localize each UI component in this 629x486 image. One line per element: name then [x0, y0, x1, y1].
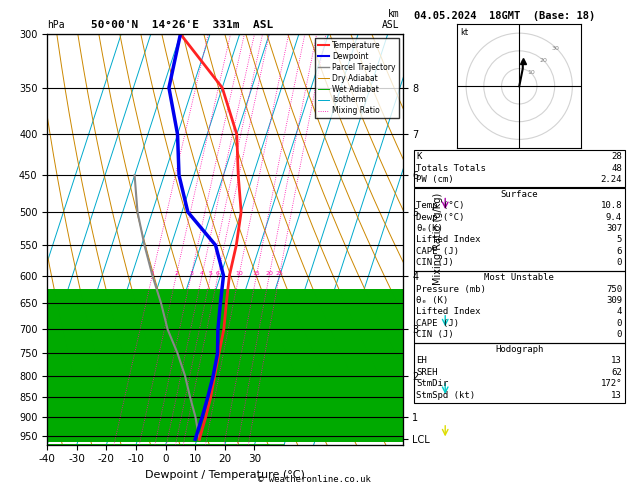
Text: © weatheronline.co.uk: © weatheronline.co.uk	[258, 474, 371, 484]
Text: 4: 4	[616, 307, 622, 316]
Text: EH: EH	[416, 357, 427, 365]
Text: PW (cm): PW (cm)	[416, 175, 454, 184]
Text: 15: 15	[253, 271, 260, 276]
Text: CIN (J): CIN (J)	[416, 330, 454, 339]
Text: kt: kt	[460, 28, 468, 37]
Text: 5: 5	[209, 271, 213, 276]
Text: θₑ (K): θₑ (K)	[416, 296, 448, 305]
Text: 0: 0	[616, 330, 622, 339]
Text: 2: 2	[174, 271, 178, 276]
Text: SREH: SREH	[416, 368, 438, 377]
Text: 6: 6	[616, 247, 622, 256]
Text: CAPE (J): CAPE (J)	[416, 247, 459, 256]
Text: Surface: Surface	[501, 190, 538, 199]
Text: 309: 309	[606, 296, 622, 305]
Text: 5: 5	[616, 235, 622, 244]
Text: Totals Totals: Totals Totals	[416, 163, 486, 173]
Text: 62: 62	[611, 368, 622, 377]
Text: 6: 6	[216, 271, 220, 276]
Text: 0: 0	[616, 319, 622, 328]
Text: 10: 10	[527, 70, 535, 75]
Text: hPa: hPa	[47, 20, 65, 30]
Text: 9.4: 9.4	[606, 212, 622, 222]
Text: Lifted Index: Lifted Index	[416, 307, 481, 316]
Text: 04.05.2024  18GMT  (Base: 18): 04.05.2024 18GMT (Base: 18)	[414, 11, 595, 21]
Text: 10: 10	[235, 271, 243, 276]
Legend: Temperature, Dewpoint, Parcel Trajectory, Dry Adiabat, Wet Adiabat, Isotherm, Mi: Temperature, Dewpoint, Parcel Trajectory…	[314, 38, 399, 119]
Text: Most Unstable: Most Unstable	[484, 273, 554, 282]
Text: K: K	[416, 152, 422, 161]
Text: 1: 1	[150, 271, 154, 276]
Text: 25: 25	[276, 271, 283, 276]
Text: 20: 20	[540, 58, 547, 63]
Text: 50°00'N  14°26'E  331m  ASL: 50°00'N 14°26'E 331m ASL	[91, 20, 274, 30]
Text: km
ASL: km ASL	[382, 9, 399, 30]
Text: Temp (°C): Temp (°C)	[416, 201, 465, 210]
Text: 2.24: 2.24	[601, 175, 622, 184]
Text: 48: 48	[611, 163, 622, 173]
Text: 10.8: 10.8	[601, 201, 622, 210]
Text: 13: 13	[611, 391, 622, 400]
Text: 28: 28	[611, 152, 622, 161]
Text: CIN (J): CIN (J)	[416, 258, 454, 267]
X-axis label: Dewpoint / Temperature (°C): Dewpoint / Temperature (°C)	[145, 470, 305, 480]
Text: Dewp (°C): Dewp (°C)	[416, 212, 465, 222]
Text: StmDir: StmDir	[416, 380, 448, 388]
Text: θₑ(K): θₑ(K)	[416, 224, 443, 233]
Text: StmSpd (kt): StmSpd (kt)	[416, 391, 476, 400]
Text: 13: 13	[611, 357, 622, 365]
Text: 30: 30	[552, 46, 559, 51]
Text: 172°: 172°	[601, 380, 622, 388]
Text: Lifted Index: Lifted Index	[416, 235, 481, 244]
Text: Pressure (mb): Pressure (mb)	[416, 284, 486, 294]
Text: 20: 20	[265, 271, 273, 276]
Text: Hodograph: Hodograph	[495, 345, 543, 354]
Text: CAPE (J): CAPE (J)	[416, 319, 459, 328]
Text: 750: 750	[606, 284, 622, 294]
Text: 0: 0	[616, 258, 622, 267]
Text: 307: 307	[606, 224, 622, 233]
Text: 3: 3	[189, 271, 193, 276]
Text: 4: 4	[200, 271, 204, 276]
Y-axis label: Mixing Ratio (g/kg): Mixing Ratio (g/kg)	[433, 193, 443, 285]
